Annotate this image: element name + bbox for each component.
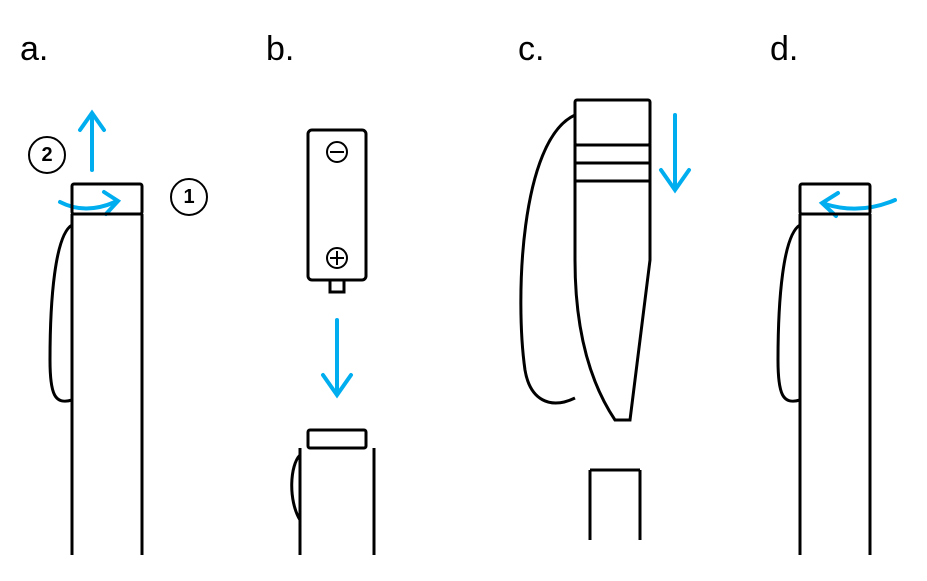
panel-c-svg bbox=[480, 0, 740, 560]
panel-d-svg bbox=[740, 0, 927, 560]
instruction-diagram: a. b. c. d. 2 1 bbox=[0, 0, 927, 581]
panel-a-svg bbox=[0, 0, 250, 560]
panel-b-svg bbox=[250, 0, 480, 560]
